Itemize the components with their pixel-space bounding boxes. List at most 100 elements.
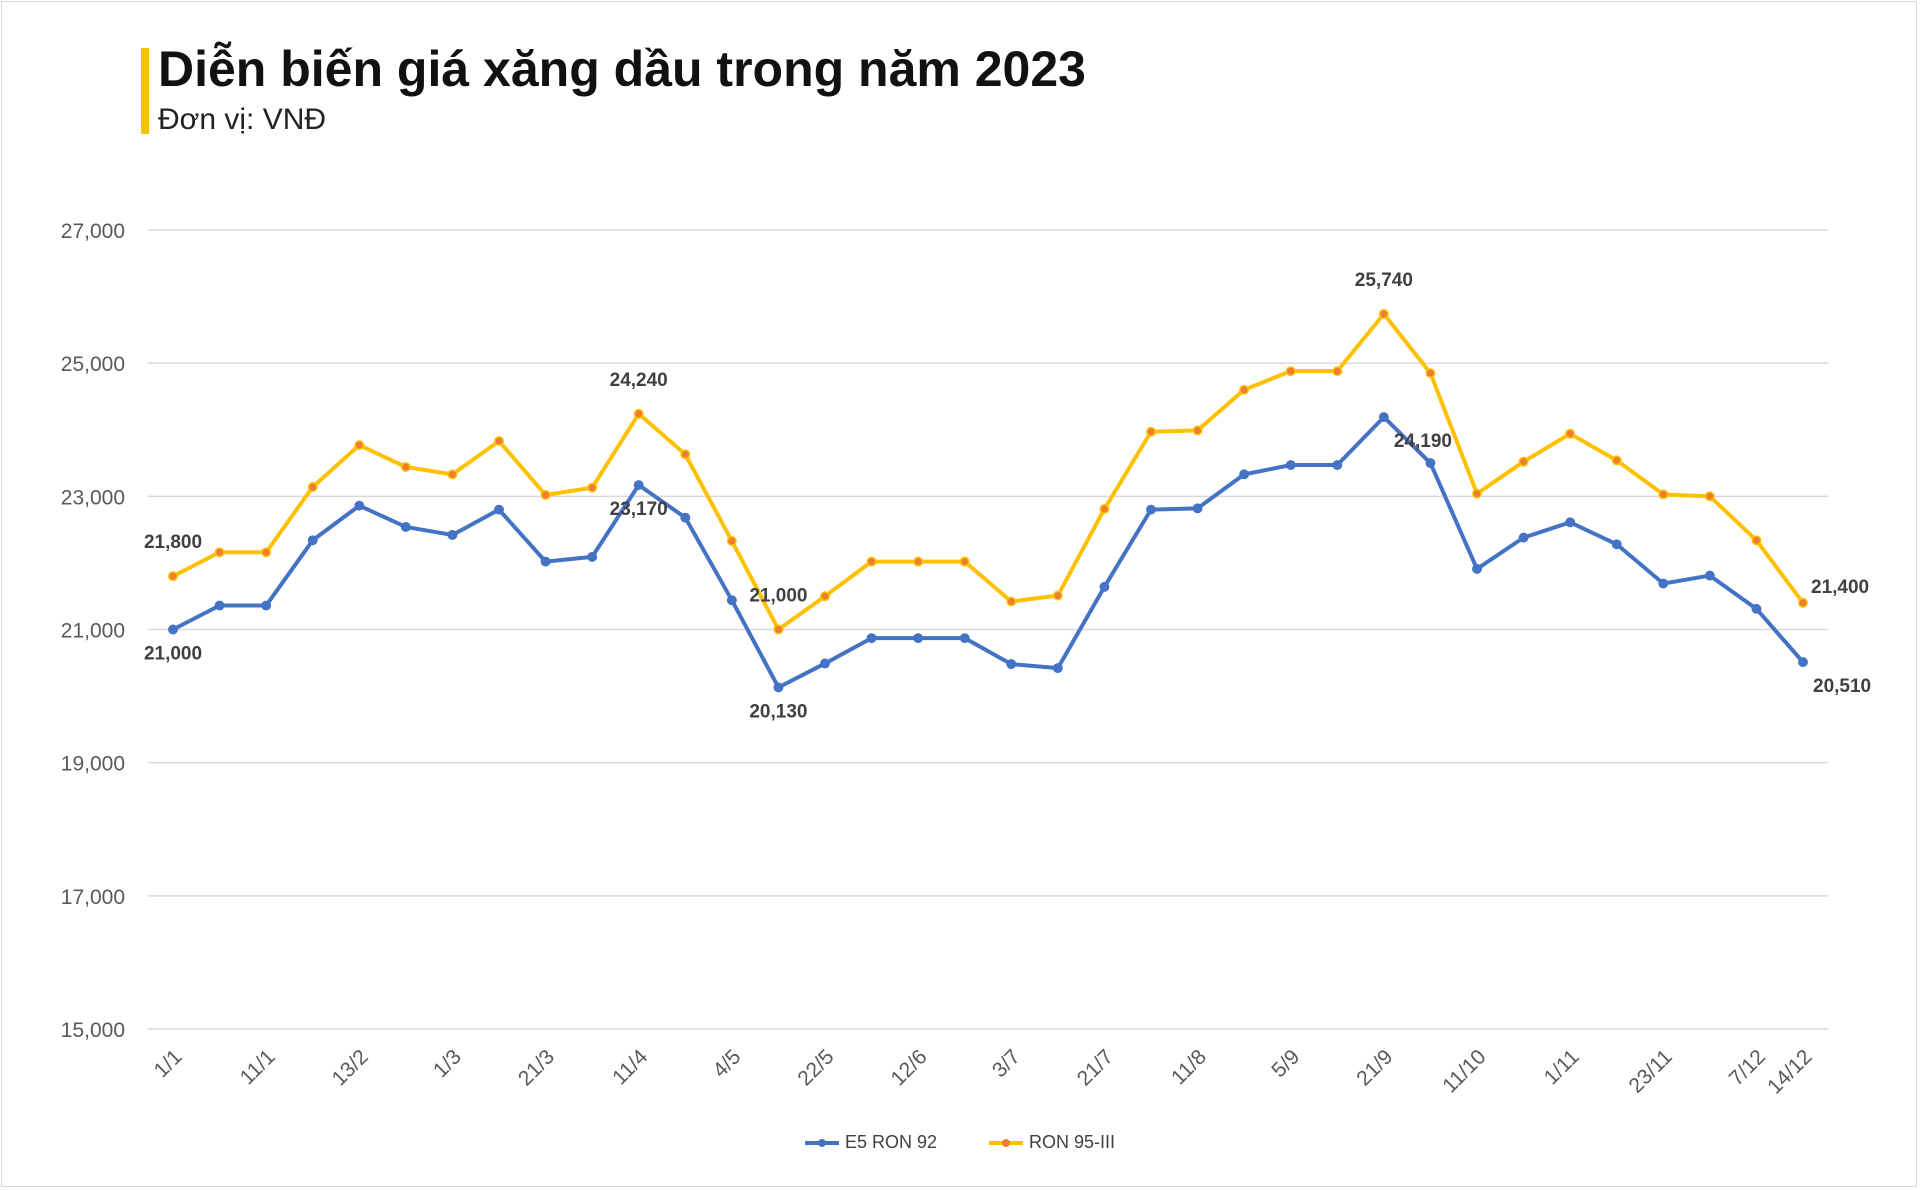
data-point: [1006, 596, 1017, 607]
x-axis-ticks: 1/1 11/1 13/2 1/3 21/3 11/4 4/5 22/5 12/6 3/7 21/7…: [150, 1045, 1817, 1099]
x-tick-label: 22/5: [793, 1045, 838, 1090]
data-point: [1518, 532, 1529, 543]
data-label: 21,800: [144, 532, 202, 553]
y-tick-label: 27,000: [61, 220, 125, 243]
x-tick-label: 1/3: [429, 1045, 466, 1082]
legend: E5 RON 92 RON 95-III: [0, 1132, 1920, 1153]
x-tick-label: 21/3: [514, 1045, 559, 1090]
series-lines: [168, 308, 1808, 693]
data-label: 21,000: [749, 586, 807, 607]
data-point: [913, 556, 924, 567]
chart-title: Diễn biến giá xăng dầu trong năm 2023: [158, 41, 1086, 97]
x-tick-label: 11/10: [1438, 1045, 1490, 1097]
data-point: [1332, 366, 1343, 377]
title-accent-bar: [141, 48, 149, 134]
data-point: [773, 624, 784, 635]
data-label: 20,510: [1813, 676, 1871, 697]
y-tick-label: 15,000: [61, 1019, 125, 1042]
x-tick-label: 23/11: [1624, 1045, 1676, 1097]
data-point: [1099, 581, 1110, 592]
x-tick-label: 11/4: [608, 1045, 652, 1089]
x-tick-label: 1/1: [150, 1045, 187, 1082]
data-point: [1798, 597, 1808, 608]
series-line: [171, 311, 1805, 632]
data-point: [354, 440, 365, 451]
data-point: [1285, 460, 1296, 470]
data-point: [354, 500, 365, 511]
x-tick-label: 1/11: [1540, 1045, 1584, 1089]
series-line: [171, 415, 1805, 690]
data-point: [1052, 663, 1063, 674]
data-point: [168, 624, 178, 635]
data-point: [1239, 384, 1250, 395]
data-point: [307, 535, 318, 546]
data-label: 25,740: [1355, 270, 1413, 291]
data-labels: 21,000 21,800 24,240 23,170 21,000 20,130 25,7…: [144, 270, 1871, 723]
data-point: [1704, 570, 1715, 581]
data-point: [214, 547, 225, 558]
data-point: [400, 522, 411, 532]
chart-subtitle: Đơn vị: VNĐ: [158, 103, 327, 136]
data-point: [261, 547, 272, 558]
data-point: [1751, 535, 1762, 546]
x-tick-label: 11/1: [236, 1045, 280, 1089]
data-point: [633, 480, 644, 490]
data-label: 24,190: [1394, 431, 1452, 452]
data-point: [1751, 603, 1762, 614]
data-point: [1425, 458, 1436, 468]
data-point: [1285, 366, 1296, 377]
data-point: [400, 462, 411, 472]
data-point: [307, 482, 318, 492]
data-point: [540, 490, 551, 500]
data-point: [1192, 503, 1203, 514]
data-point: [1052, 590, 1063, 601]
data-point: [447, 530, 458, 540]
data-point: [214, 600, 225, 611]
data-point: [1611, 455, 1622, 466]
data-point: [1472, 563, 1482, 574]
data-point: [680, 512, 691, 523]
y-tick-label: 25,000: [61, 353, 125, 376]
data-point: [1239, 469, 1250, 480]
legend-swatch-ron-95-iii: [989, 1138, 1023, 1147]
x-tick-label: 11/8: [1167, 1045, 1211, 1089]
x-tick-label: 12/6: [887, 1045, 932, 1090]
data-point: [1658, 489, 1669, 500]
data-point: [1565, 428, 1576, 439]
data-point: [1378, 308, 1389, 319]
data-label: 21,000: [144, 644, 202, 665]
data-point: [494, 436, 504, 447]
data-point: [866, 633, 877, 644]
data-point: [1658, 578, 1669, 589]
series-e5-ron-92: [168, 412, 1808, 693]
data-point: [959, 633, 970, 644]
data-point: [820, 591, 830, 602]
legend-item-ron-95-iii[interactable]: RON 95-III: [989, 1132, 1115, 1153]
data-point: [726, 535, 737, 546]
data-label: 20,130: [749, 701, 807, 722]
data-point: [1006, 659, 1017, 670]
data-point: [1146, 426, 1156, 437]
x-tick-label: 4/5: [708, 1045, 745, 1082]
data-point: [1518, 456, 1529, 467]
data-point: [1378, 412, 1389, 423]
data-point: [773, 682, 784, 693]
y-tick-label: 19,000: [61, 753, 125, 776]
x-tick-label: 5/9: [1267, 1045, 1304, 1082]
data-point: [680, 449, 691, 460]
data-point: [959, 556, 970, 567]
x-tick-label: 21/7: [1073, 1045, 1118, 1090]
x-tick-label: 13/2: [328, 1045, 373, 1090]
x-tick-label: 14/12: [1763, 1045, 1816, 1098]
data-point: [633, 408, 644, 419]
data-point: [1611, 539, 1622, 550]
x-tick-label: 21/9: [1352, 1045, 1397, 1090]
legend-item-e5-ron-92[interactable]: E5 RON 92: [804, 1132, 937, 1153]
y-tick-label: 21,000: [61, 620, 125, 643]
gridlines: [148, 229, 1828, 1030]
data-point: [168, 571, 178, 582]
data-point: [1704, 491, 1715, 502]
legend-swatch-e5-ron-92: [804, 1138, 839, 1147]
